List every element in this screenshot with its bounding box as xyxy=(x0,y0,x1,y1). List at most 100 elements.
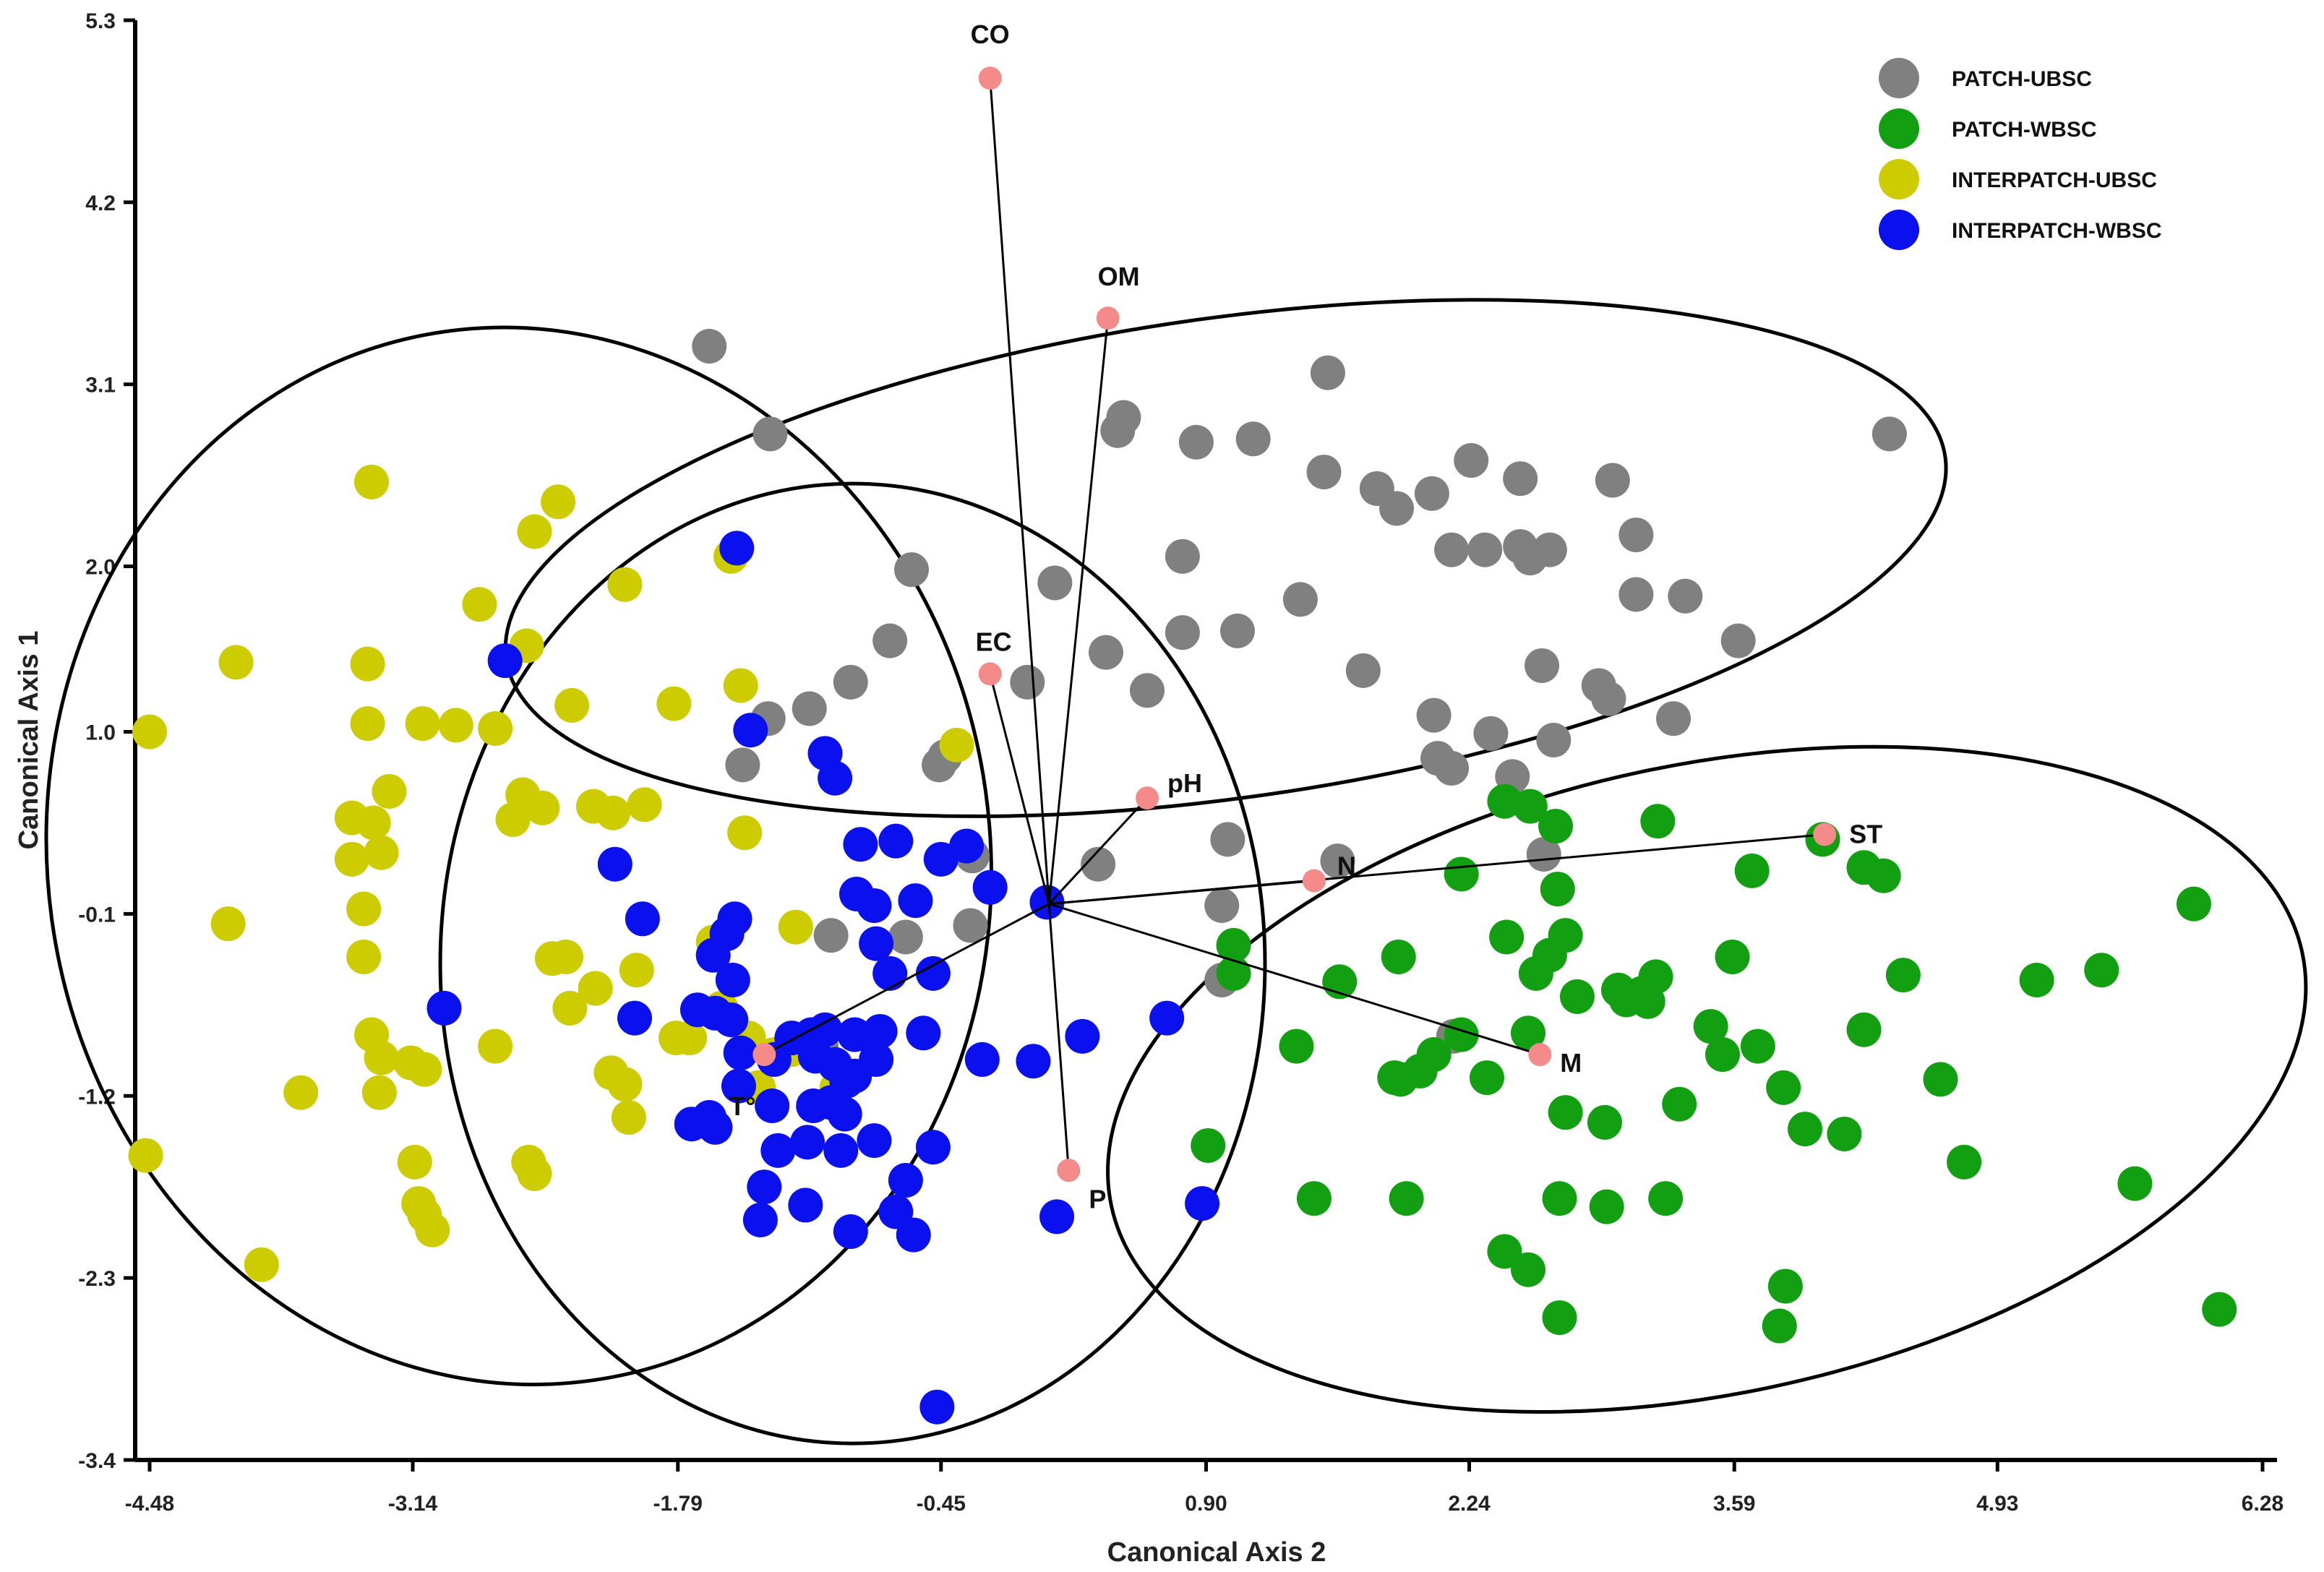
data-point xyxy=(656,686,692,721)
x-tick-label: -0.45 xyxy=(917,1492,966,1516)
legend-marker xyxy=(1879,58,1919,98)
data-point xyxy=(397,1144,432,1180)
data-point xyxy=(949,828,985,864)
x-tick-label: 0.90 xyxy=(1185,1492,1227,1516)
data-point xyxy=(1871,416,1907,452)
data-point xyxy=(721,1068,756,1104)
data-point xyxy=(1668,578,1703,614)
x-tick-label: 6.28 xyxy=(2242,1492,2284,1516)
vector-label: M xyxy=(1560,1048,1582,1078)
data-point xyxy=(747,1169,782,1205)
data-point xyxy=(1383,1062,1418,1097)
data-point xyxy=(888,919,923,955)
data-point xyxy=(752,416,788,452)
data-point xyxy=(1947,1144,1982,1180)
data-point xyxy=(244,1247,279,1282)
legend-label: PATCH-WBSC xyxy=(1952,118,2097,142)
data-point xyxy=(350,646,385,682)
data-point xyxy=(627,787,662,822)
data-point xyxy=(1029,885,1065,920)
vector-endpoint xyxy=(1302,869,1326,893)
data-point xyxy=(346,939,382,974)
data-point xyxy=(1210,822,1245,857)
data-point xyxy=(2176,886,2211,922)
data-point xyxy=(1434,750,1470,786)
data-point xyxy=(719,531,755,566)
data-point xyxy=(857,1123,892,1159)
data-point xyxy=(1379,491,1415,526)
data-point xyxy=(1216,927,1251,963)
data-point xyxy=(833,1214,868,1250)
vector-label: EC xyxy=(976,627,1012,656)
data-point xyxy=(1511,1015,1546,1051)
data-point xyxy=(833,664,868,700)
data-point xyxy=(1532,937,1567,973)
x-tick-label: -1.79 xyxy=(653,1492,703,1516)
data-point xyxy=(827,1096,862,1132)
group-ellipse xyxy=(503,298,1948,818)
x-tick-label: 3.59 xyxy=(1713,1492,1755,1516)
data-point xyxy=(364,1040,399,1075)
data-point xyxy=(1306,455,1342,490)
data-point xyxy=(617,1000,652,1036)
y-tick-label: -0.1 xyxy=(78,903,116,927)
data-point xyxy=(552,990,588,1026)
data-point xyxy=(478,710,513,746)
data-point xyxy=(1454,443,1489,478)
vector-label: pH xyxy=(1167,768,1202,798)
data-point xyxy=(807,1012,843,1047)
data-point xyxy=(1100,413,1136,448)
vector-line xyxy=(1048,903,1540,1056)
data-point xyxy=(364,835,399,870)
data-point xyxy=(1165,538,1200,574)
data-point xyxy=(1595,463,1630,498)
vector-label: ST xyxy=(1849,820,1882,849)
data-point xyxy=(1469,1060,1504,1096)
legend-label: INTERPATCH-WBSC xyxy=(1952,219,2162,243)
data-point xyxy=(597,846,633,882)
legend-marker xyxy=(1879,108,1919,149)
data-point xyxy=(407,1052,442,1087)
vector-line xyxy=(989,674,1050,905)
data-point xyxy=(915,1130,951,1165)
data-point xyxy=(1191,1128,1226,1163)
data-point xyxy=(1648,1181,1684,1216)
data-point xyxy=(859,1041,894,1077)
legend-label: PATCH-UBSC xyxy=(1952,67,2092,91)
data-point xyxy=(2202,1292,2237,1327)
data-point xyxy=(405,706,440,742)
legend: PATCH-UBSC PATCH-WBSC INTERPATCH-UBSC INTER… xyxy=(1879,58,2162,250)
data-point xyxy=(541,484,576,520)
data-point xyxy=(898,883,933,919)
data-point xyxy=(575,789,611,824)
vector-endpoint xyxy=(978,66,1002,90)
y-tick-label: -2.3 xyxy=(78,1267,116,1291)
data-point xyxy=(554,687,590,723)
data-point xyxy=(872,955,908,991)
data-point xyxy=(1130,673,1165,708)
vector-line xyxy=(1047,903,1070,1171)
x-axis-title: Canonical Axis 2 xyxy=(1107,1537,1326,1568)
data-point xyxy=(1039,1199,1075,1234)
data-point xyxy=(727,815,763,851)
data-point xyxy=(1279,1028,1314,1064)
data-point xyxy=(1720,623,1756,658)
data-point xyxy=(818,760,853,796)
data-point xyxy=(857,888,892,923)
data-point xyxy=(896,1217,931,1253)
vector-endpoint xyxy=(978,662,1002,686)
data-point xyxy=(1542,1181,1577,1216)
vector-label: N xyxy=(1337,851,1356,881)
data-point xyxy=(1767,1268,1803,1304)
data-point xyxy=(964,1041,1000,1077)
data-point xyxy=(674,1107,709,1142)
legend-marker xyxy=(1879,210,1919,250)
vector-label: T° xyxy=(729,1091,755,1121)
data-point xyxy=(334,841,369,877)
vector-line xyxy=(763,903,1050,1056)
data-point xyxy=(723,668,758,703)
y-tick-label: -3.4 xyxy=(78,1449,116,1473)
data-point xyxy=(872,623,908,658)
data-point xyxy=(1866,858,1901,893)
data-point xyxy=(1846,1012,1882,1047)
